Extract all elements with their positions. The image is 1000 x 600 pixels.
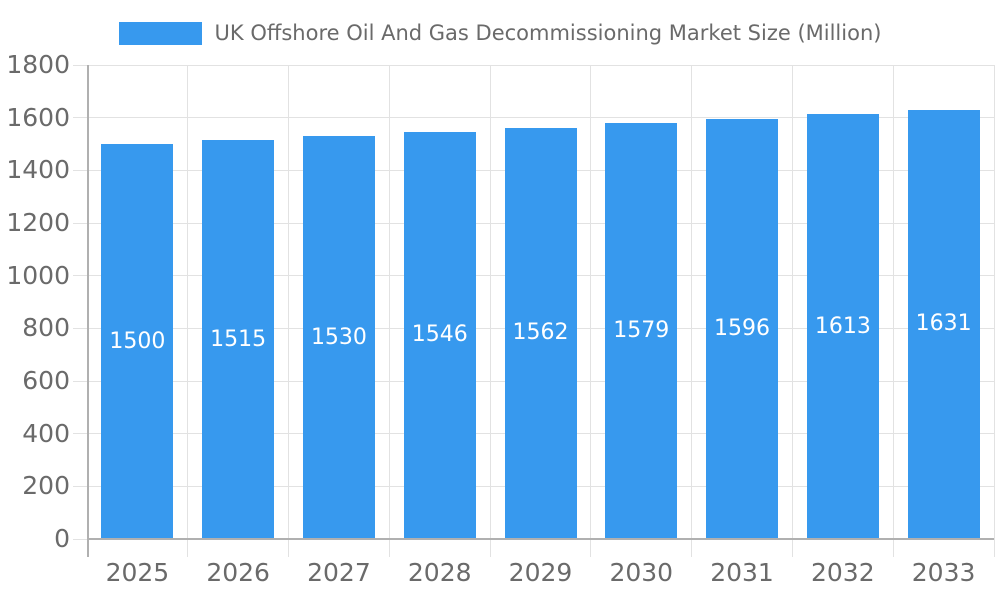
y-axis-tick-label: 600 xyxy=(22,366,70,395)
v-gridline xyxy=(388,65,390,557)
v-gridline xyxy=(187,65,189,557)
bar[interactable]: 1613 xyxy=(806,114,879,539)
bar-value-label: 1515 xyxy=(210,326,267,352)
x-axis-tick-label: 2029 xyxy=(508,558,573,587)
legend[interactable]: UK Offshore Oil And Gas Decommissioning … xyxy=(0,20,1000,46)
x-axis-tick-label: 2031 xyxy=(710,558,774,587)
x-axis-tick-label: 2033 xyxy=(911,558,976,587)
bar-value-label: 1631 xyxy=(915,311,972,337)
y-axis-tick-label: 1600 xyxy=(6,102,70,132)
bar[interactable]: 1500 xyxy=(101,144,174,539)
v-gridline xyxy=(288,65,290,557)
bar[interactable]: 1596 xyxy=(706,118,779,539)
y-axis-tick-label: 1200 xyxy=(6,208,70,237)
y-axis-tick-label: 1000 xyxy=(6,260,70,290)
y-axis-tick-label: 400 xyxy=(22,418,70,448)
x-axis-tick-label: 2025 xyxy=(105,558,170,587)
bar-value-label: 1579 xyxy=(613,318,670,344)
bar-value-label: 1596 xyxy=(714,315,771,341)
x-axis-tick-label: 2027 xyxy=(307,558,371,587)
x-axis-tick-label: 2028 xyxy=(407,558,472,587)
bar-value-label: 1613 xyxy=(814,313,871,339)
y-axis-line xyxy=(87,65,89,557)
bar-value-label: 1530 xyxy=(310,324,367,350)
x-axis-line xyxy=(87,538,994,540)
x-axis-tick-label: 2026 xyxy=(206,558,270,587)
bar[interactable]: 1562 xyxy=(504,127,577,539)
bar-value-label: 1562 xyxy=(512,320,569,346)
v-gridline xyxy=(993,65,995,557)
legend-swatch xyxy=(118,21,202,45)
y-axis-tick-label: 0 xyxy=(54,524,70,553)
legend-label: UK Offshore Oil And Gas Decommissioning … xyxy=(214,21,882,45)
y-axis-tick-label: 800 xyxy=(22,313,70,343)
bar[interactable]: 1515 xyxy=(202,140,275,539)
h-gridline xyxy=(73,64,994,66)
v-gridline xyxy=(691,65,693,557)
y-axis-tick-label: 1800 xyxy=(6,50,70,79)
x-axis-tick-label: 2030 xyxy=(609,558,674,587)
y-axis-tick-label: 1400 xyxy=(6,155,70,185)
x-axis-tick-label: 2032 xyxy=(811,558,875,587)
v-gridline xyxy=(791,65,793,557)
bar[interactable]: 1579 xyxy=(605,123,678,539)
h-gridline xyxy=(73,117,994,119)
v-gridline xyxy=(892,65,894,557)
v-gridline xyxy=(489,65,491,557)
plot-area: 1500 1515 1530 1546 1562 1579 1596 1613 1631 xyxy=(73,64,995,557)
y-axis-tick-label: 200 xyxy=(22,471,70,501)
bar-value-label: 1546 xyxy=(411,322,468,348)
v-gridline xyxy=(590,65,592,557)
bar[interactable]: 1631 xyxy=(907,109,980,539)
bar[interactable]: 1530 xyxy=(302,136,375,539)
bar[interactable]: 1546 xyxy=(403,131,476,539)
bar-value-label: 1500 xyxy=(109,328,166,354)
